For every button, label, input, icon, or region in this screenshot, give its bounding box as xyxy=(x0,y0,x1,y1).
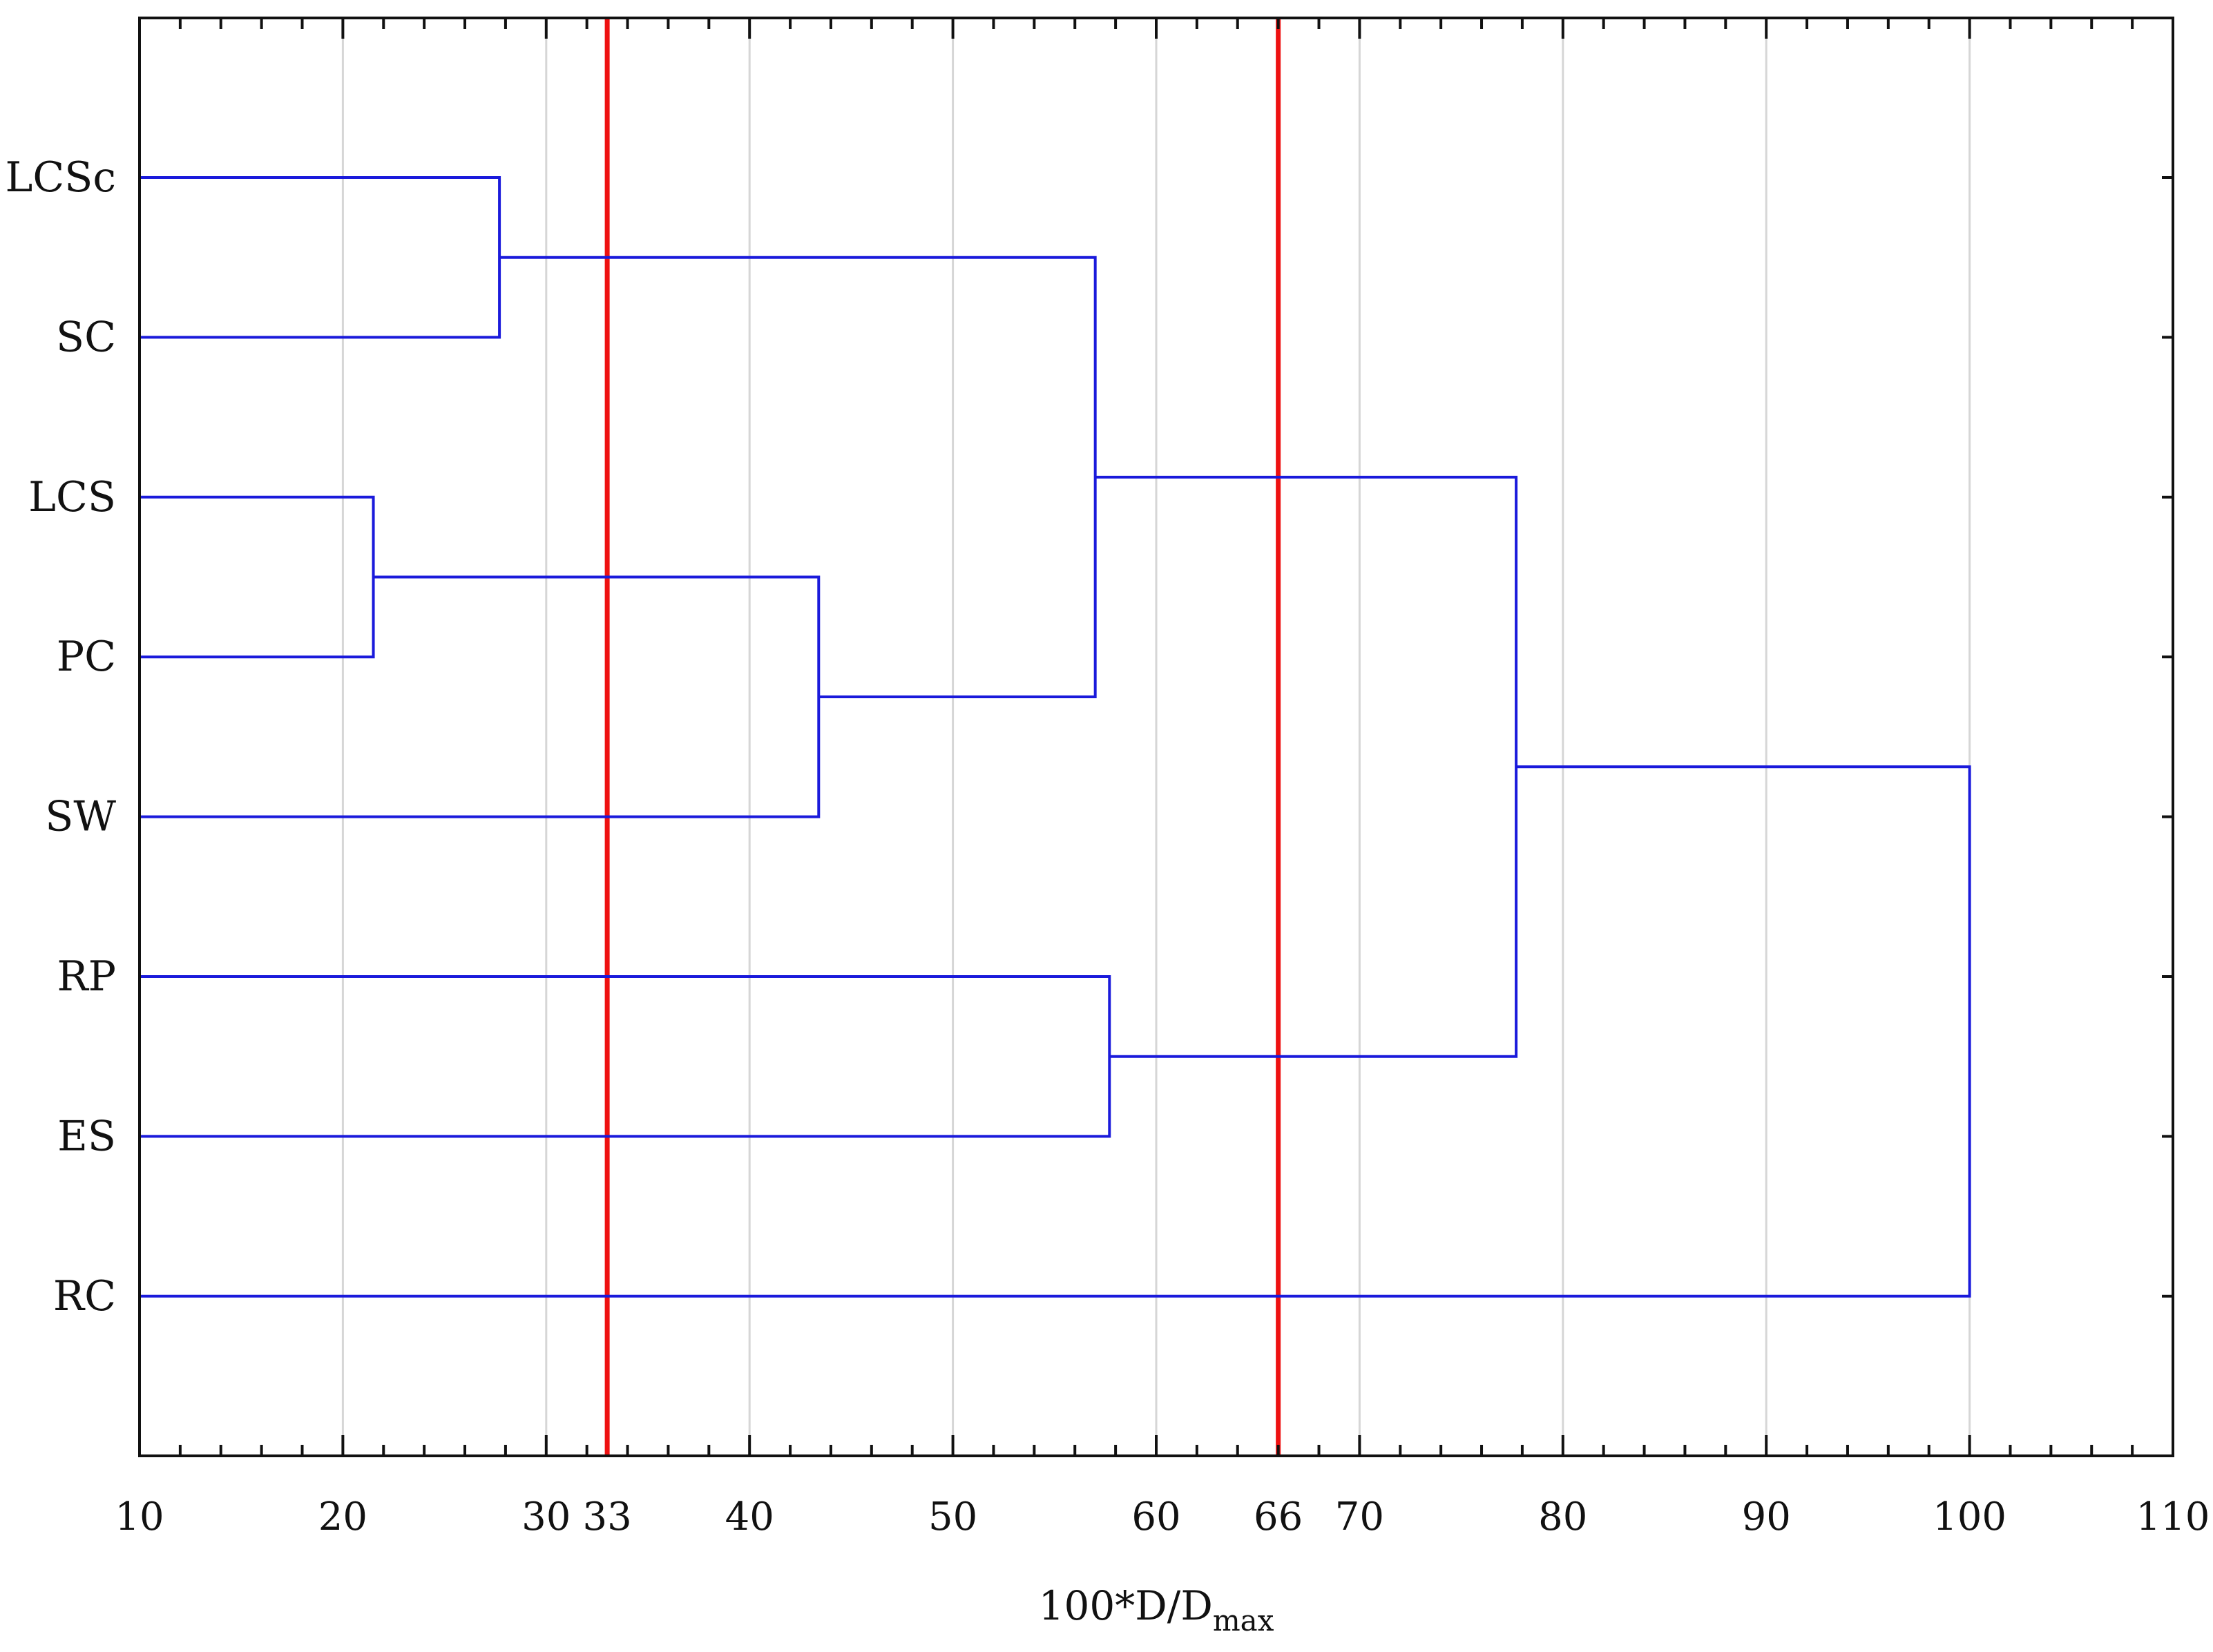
leaf-label-sw: SW xyxy=(45,793,116,841)
x-tick-label-110: 110 xyxy=(2136,1495,2210,1539)
branch-m4 xyxy=(499,256,1097,699)
dendrogram-branches xyxy=(140,176,1971,1298)
x-tick-labels: 10 20 30 40 50 60 70 80 90 100 110 33 66 xyxy=(115,1495,2210,1539)
branch-m1 xyxy=(140,495,375,659)
branch-m2 xyxy=(140,176,501,339)
leaf-label-sc: SC xyxy=(56,313,116,361)
x-axis-title: 100*D/Dmax xyxy=(1039,1582,1274,1637)
leaf-label-es: ES xyxy=(57,1112,116,1160)
leaf-label-pc: PC xyxy=(57,633,116,681)
x-tick-label-20: 20 xyxy=(318,1495,367,1539)
leaf-labels: LCSc SC LCS PC SW RP ES RC xyxy=(6,153,117,1320)
leaf-label-lcsc: LCSc xyxy=(6,153,116,202)
branch-m6 xyxy=(1095,475,1518,1058)
x-tick-label-10: 10 xyxy=(115,1495,164,1539)
x-tick-label-70: 70 xyxy=(1335,1495,1384,1539)
x-axis-title-main: 100*D/D xyxy=(1039,1582,1213,1629)
leaf-label-rc: RC xyxy=(53,1272,116,1320)
x-tick-label-90: 90 xyxy=(1742,1495,1791,1539)
x-tick-label-50: 50 xyxy=(928,1495,977,1539)
cut-lines xyxy=(604,18,1281,1456)
branch-m3 xyxy=(140,575,821,818)
grid-lines xyxy=(341,18,1971,1456)
x-tick-label-33: 33 xyxy=(582,1495,631,1539)
x-tick-label-30: 30 xyxy=(521,1495,571,1539)
x-tick-label-66: 66 xyxy=(1254,1495,1303,1539)
x-axis-title-subscript: max xyxy=(1213,1604,1274,1637)
x-tick-label-100: 100 xyxy=(1933,1495,2006,1539)
leaf-label-lcs: LCS xyxy=(28,473,116,521)
x-tick-label-60: 60 xyxy=(1131,1495,1180,1539)
x-tick-label-80: 80 xyxy=(1538,1495,1587,1539)
leaf-label-rp: RP xyxy=(57,952,116,1001)
branch-m7 xyxy=(140,765,1971,1298)
axis-ticks xyxy=(138,18,2174,1456)
branch-m5 xyxy=(140,975,1111,1138)
x-tick-label-40: 40 xyxy=(725,1495,774,1539)
